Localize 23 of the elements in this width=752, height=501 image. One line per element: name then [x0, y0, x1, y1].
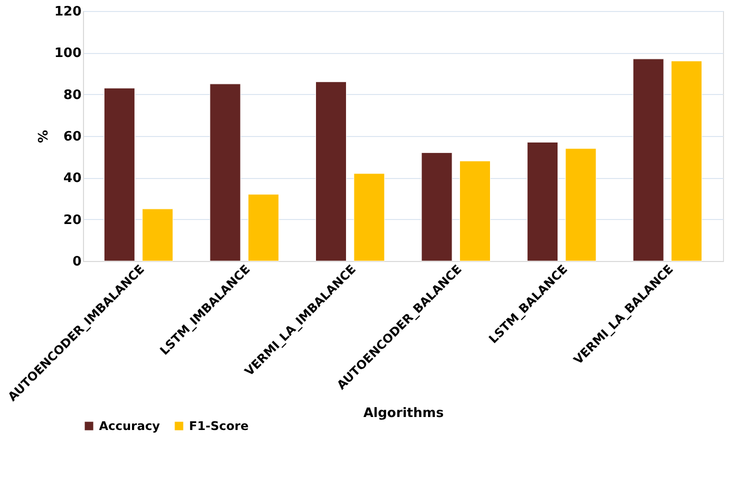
bar [671, 60, 702, 262]
bar [354, 173, 385, 262]
bar [421, 152, 452, 262]
bar [104, 88, 135, 262]
y-tick-label: 80 [63, 88, 82, 103]
bar [315, 82, 347, 262]
y-tick-label: 20 [63, 212, 82, 228]
legend-label: F1-Score [189, 419, 249, 433]
bar [527, 142, 558, 262]
bar [632, 58, 664, 262]
legend-label: Accuracy [99, 419, 160, 433]
y-tick-label: 120 [54, 4, 82, 20]
bar [142, 208, 174, 262]
bar [210, 84, 241, 262]
bar [248, 194, 279, 262]
y-tick-label: 40 [63, 171, 82, 186]
y-axis-title: % [36, 130, 52, 144]
bar [565, 148, 596, 262]
y-tick-label: 100 [54, 46, 82, 62]
bar [459, 160, 491, 262]
x-axis-title: Algorithms [363, 406, 444, 422]
y-tick-label: 0 [72, 254, 82, 270]
y-tick-label: 60 [63, 130, 82, 144]
